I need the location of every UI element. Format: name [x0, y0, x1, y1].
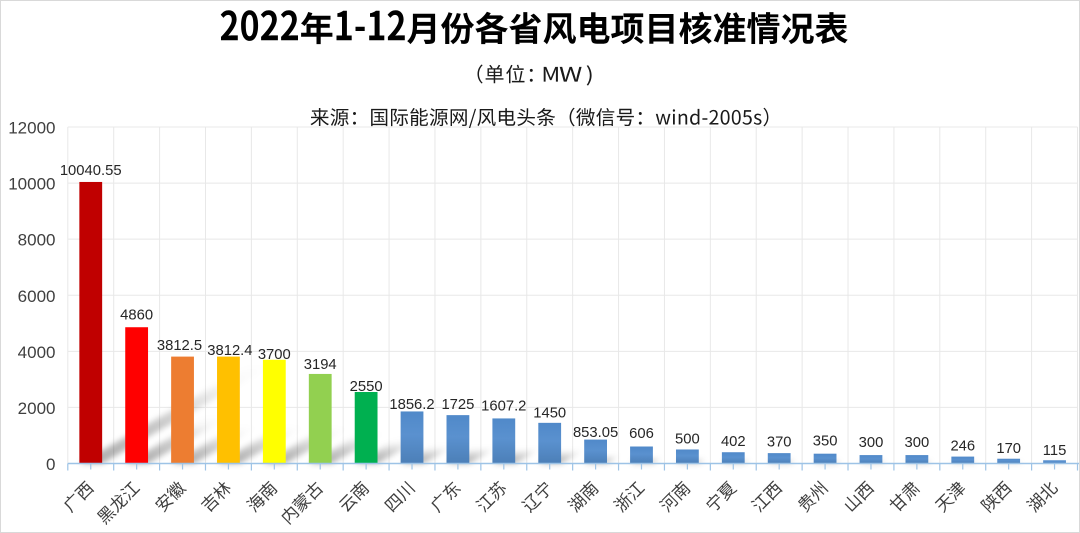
- svg-text:500: 500: [675, 431, 700, 447]
- svg-text:1450: 1450: [533, 405, 566, 421]
- svg-text:4000: 4000: [18, 343, 56, 362]
- svg-text:12000: 12000: [8, 119, 55, 138]
- svg-text:606: 606: [629, 426, 654, 442]
- svg-text:3194: 3194: [304, 357, 337, 373]
- svg-text:0: 0: [46, 455, 55, 474]
- svg-text:6000: 6000: [18, 287, 56, 306]
- svg-text:10040.55: 10040.55: [60, 163, 122, 179]
- svg-text:3812.5: 3812.5: [157, 338, 202, 354]
- svg-text:10000: 10000: [8, 175, 55, 194]
- svg-text:3812.4: 3812.4: [207, 343, 252, 359]
- svg-text:350: 350: [813, 434, 838, 450]
- svg-text:1856.2: 1856.2: [389, 397, 434, 413]
- svg-text:3700: 3700: [258, 347, 291, 363]
- svg-text:4860: 4860: [120, 307, 153, 323]
- svg-text:300: 300: [905, 435, 930, 451]
- svg-text:1725: 1725: [441, 397, 474, 413]
- svg-text:853.05: 853.05: [573, 425, 618, 441]
- svg-text:2000: 2000: [18, 399, 56, 418]
- svg-text:2550: 2550: [350, 379, 383, 395]
- svg-text:246: 246: [950, 439, 975, 455]
- svg-text:370: 370: [767, 435, 792, 451]
- svg-text:300: 300: [859, 435, 884, 451]
- svg-text:170: 170: [996, 441, 1021, 457]
- svg-text:115: 115: [1043, 443, 1067, 459]
- svg-text:1607.2: 1607.2: [481, 398, 526, 414]
- svg-text:402: 402: [721, 434, 746, 450]
- svg-text:8000: 8000: [18, 231, 56, 250]
